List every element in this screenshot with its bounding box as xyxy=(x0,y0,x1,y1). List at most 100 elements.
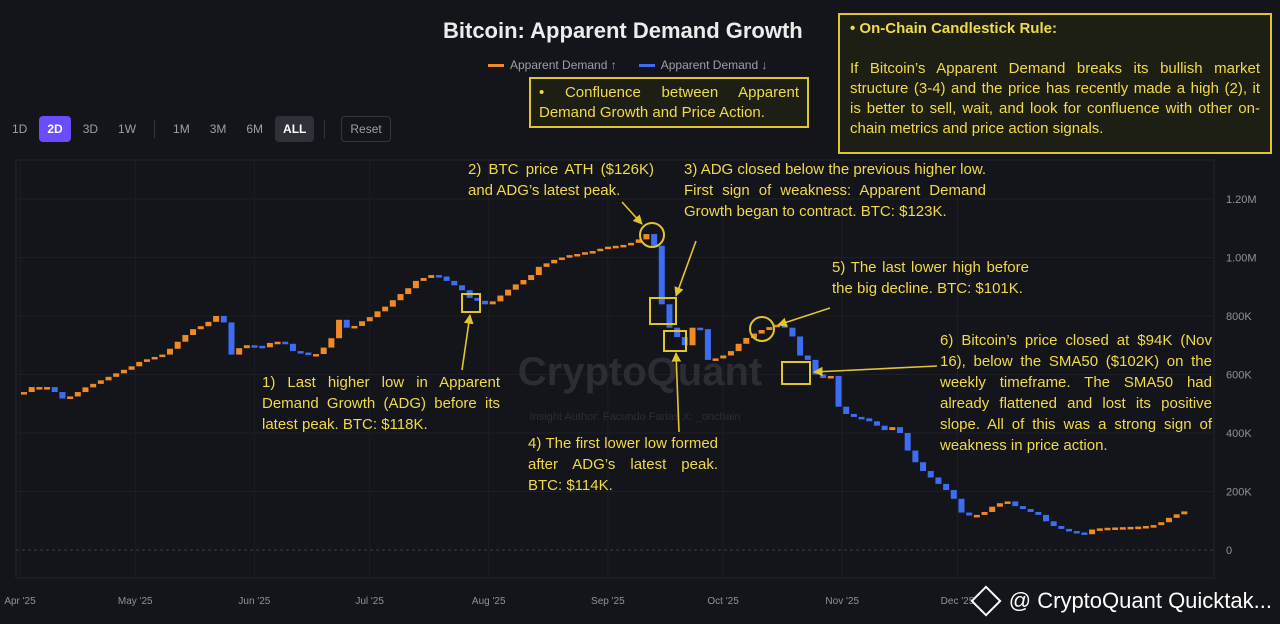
candle-up xyxy=(551,259,558,264)
confluence-note-text: • Confluence between Apparent Demand Gro… xyxy=(539,84,799,121)
candle-down xyxy=(482,300,489,305)
candle-up xyxy=(566,255,573,258)
candle-up xyxy=(44,387,51,390)
candle-up xyxy=(720,355,727,359)
candle-up xyxy=(382,306,389,312)
highlight-circle-2 xyxy=(639,222,665,248)
annotation-arrows xyxy=(461,201,938,433)
annotation-2: 2) BTC price ATH ($126K) and ADG’s lates… xyxy=(468,161,654,199)
candle-up xyxy=(758,330,765,334)
candle-up xyxy=(1096,528,1103,531)
annotation-5: 5) The last lower high before the big de… xyxy=(832,259,1029,297)
candle-up xyxy=(751,333,757,338)
candle-up xyxy=(105,376,112,381)
chart-title: Bitcoin: Apparent Demand Growth xyxy=(443,18,803,43)
candle-up xyxy=(689,327,696,346)
candle-down xyxy=(904,433,911,451)
timeframe-bar: 1D 2D 3D 1W 1M 3M 6M ALL Reset xyxy=(4,116,391,142)
candle-up xyxy=(328,338,335,348)
legend-swatch-up xyxy=(488,63,504,67)
range-6m[interactable]: 6M xyxy=(246,122,264,136)
annotation-1: 1) Last higher low in Apparent Demand Gr… xyxy=(262,374,500,433)
candle-up xyxy=(21,392,27,395)
range-divider xyxy=(324,120,326,138)
candle-down xyxy=(1081,532,1088,535)
legend-item-up[interactable]: Apparent Demand ↑ xyxy=(488,58,617,72)
candle-up xyxy=(1112,527,1119,530)
candle-up xyxy=(1104,527,1111,531)
candle-down xyxy=(881,425,888,431)
candle-up xyxy=(520,280,527,285)
candle-up xyxy=(497,295,504,302)
x-axis: Apr '25 May '25 Jun '25 Jul '25 Aug '25 Sep '… xyxy=(4,596,974,607)
candle-up xyxy=(827,375,834,379)
arrow-2 xyxy=(621,201,643,225)
candle-down xyxy=(443,276,450,281)
candle-down xyxy=(1019,506,1026,510)
candle-up xyxy=(197,326,204,330)
y-tick-label: 0 xyxy=(1226,545,1232,557)
candle-up xyxy=(558,257,565,260)
timeframe-3d[interactable]: 3D xyxy=(82,122,99,136)
candle-down xyxy=(59,392,66,399)
candle-down xyxy=(674,327,681,338)
candle-up xyxy=(313,354,319,357)
candle-up xyxy=(597,248,604,252)
candle-up xyxy=(612,245,619,249)
candle-up xyxy=(366,317,373,322)
candle-down xyxy=(282,341,289,345)
candle-up xyxy=(766,327,773,331)
candle-up xyxy=(167,348,173,355)
candle-down xyxy=(1050,521,1057,527)
range-all[interactable]: ALL xyxy=(275,116,315,142)
candle-down xyxy=(943,483,950,491)
candle-up xyxy=(36,387,43,390)
candle-up xyxy=(981,511,988,515)
candle-down xyxy=(343,319,350,328)
candle-up xyxy=(543,263,550,267)
timeframe-1w[interactable]: 1W xyxy=(118,122,137,136)
legend: Apparent Demand ↑ Apparent Demand ↓ xyxy=(488,58,767,72)
reset-button[interactable]: Reset xyxy=(341,116,391,142)
candle-up xyxy=(374,311,381,318)
x-tick-label: May '25 xyxy=(118,596,153,607)
annotation-3: 3) ADG closed below the previous higher … xyxy=(684,161,986,220)
candle-down xyxy=(873,421,880,426)
range-1m[interactable]: 1M xyxy=(173,122,190,136)
candle-down xyxy=(920,462,927,472)
highlights xyxy=(461,222,811,385)
candle-up xyxy=(136,361,143,367)
candle-up xyxy=(574,253,581,257)
legend-item-down[interactable]: Apparent Demand ↓ xyxy=(638,58,767,72)
timeframe-1d[interactable]: 1D xyxy=(12,122,28,136)
candle-up xyxy=(512,284,519,290)
candle-up xyxy=(989,506,996,512)
candle-down xyxy=(843,406,850,414)
candle-up xyxy=(1165,517,1172,523)
candle-up xyxy=(996,503,1003,507)
candle-up xyxy=(128,366,135,370)
timeframe-2d[interactable]: 2D xyxy=(39,116,71,142)
candle-up xyxy=(274,341,281,345)
range-3m[interactable]: 3M xyxy=(209,122,227,136)
candle-down xyxy=(1043,514,1049,522)
candle-down xyxy=(1012,501,1019,507)
highlight-box-3 xyxy=(649,297,677,325)
candle-up xyxy=(412,280,419,289)
candle-up xyxy=(1181,511,1188,515)
candle-up xyxy=(359,321,366,326)
candle-down xyxy=(697,327,704,331)
candle-up xyxy=(889,427,896,431)
candle-down xyxy=(935,477,942,484)
candle-down xyxy=(1035,511,1042,515)
candle-down xyxy=(820,374,827,379)
candles xyxy=(21,234,1188,535)
candle-up xyxy=(190,329,197,336)
candle-down xyxy=(305,352,312,356)
candle-up xyxy=(174,341,181,349)
rule-note-body: If Bitcoin’s Apparent Demand breaks its … xyxy=(850,60,1260,137)
candle-up xyxy=(489,301,496,305)
candle-down xyxy=(259,345,266,349)
candle-up xyxy=(74,392,81,397)
